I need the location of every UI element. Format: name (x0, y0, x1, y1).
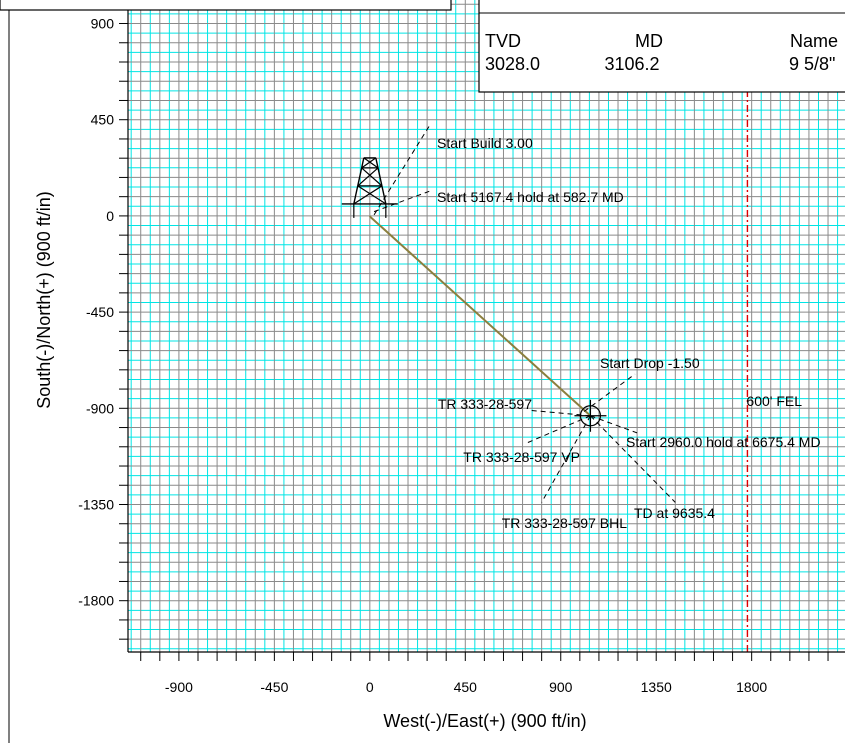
casing-table-cell: 3028.0 (485, 54, 540, 74)
rig-brace (357, 167, 379, 187)
y-tick-label: -1800 (78, 593, 114, 609)
annotation-label: TR 333-28-597 BHL (502, 515, 628, 531)
rig-brace (361, 157, 377, 169)
annotation-label: Start Build 3.00 (437, 135, 533, 151)
y-tick-label: 0 (106, 208, 114, 224)
plot-area (128, 0, 845, 652)
casing-table-frame (478, 0, 845, 93)
rig-brace (361, 167, 383, 187)
y-tick-label: -450 (86, 304, 114, 320)
x-axis-title: West(-)/East(+) (900 ft/in) (383, 711, 586, 731)
x-tick-label: 1800 (736, 679, 767, 695)
y-tick-label: -1350 (78, 496, 114, 512)
rig-brace (353, 185, 383, 205)
symbol-layer (341, 157, 607, 432)
annotation-label: Start 2960.0 hold at 6675.4 MD (626, 434, 821, 450)
casing-table-header: MD (635, 31, 663, 51)
header-panel (0, 0, 452, 11)
well-path-line (368, 215, 592, 417)
annotation-layer: Start Build 3.00 Start 5167.4 hold at 582… (373, 125, 821, 531)
y-tick-label: -900 (86, 400, 114, 416)
casing-table-header: TVD (485, 31, 521, 51)
x-tick-label: 1350 (641, 679, 672, 695)
y-tick-label: 900 (91, 16, 115, 32)
lease-line-label: 600' FEL (746, 393, 802, 409)
annotation-leader (527, 415, 591, 443)
well-path-layer (368, 215, 592, 417)
annotation-leader (590, 415, 676, 503)
annotation-label: TD at 9635.4 (634, 505, 715, 521)
x-tick-label: 0 (366, 679, 374, 695)
casing-table-cell: 9 5/8" (789, 54, 835, 74)
annotation-label: Start Drop -1.50 (600, 355, 700, 371)
y-axis-title: South(-)/North(+) (900 ft/in) (34, 191, 54, 409)
annotation-leader (541, 415, 591, 503)
annotation-leader (373, 190, 430, 213)
x-tick-label: 450 (454, 679, 478, 695)
drilling-rig-icon (341, 157, 398, 218)
axes: -900 -450 0 450 900 1350 1800 900 450 0 -450 -900 -1… (34, 0, 845, 731)
x-tick-label: -450 (260, 679, 288, 695)
annotation-leader (531, 409, 591, 417)
annotation-label: TR 333-28-597 (438, 396, 532, 412)
casing-table-cell: 3106.2 (604, 54, 659, 74)
annotation-leader (583, 373, 636, 412)
casing-table: TVD MD Name 3028.0 3106.2 9 5/8" (478, 0, 845, 93)
annotation-label: TR 333-28-597 VP (463, 449, 580, 465)
annotation-label: Start 5167.4 hold at 582.7 MD (437, 189, 624, 205)
x-tick-label: -900 (165, 679, 193, 695)
x-tick-label: 900 (549, 679, 573, 695)
grid (128, 0, 845, 652)
y-tick-label: 450 (91, 112, 115, 128)
rig-brace (363, 157, 379, 169)
lease-line-layer: 600' FEL (746, 0, 802, 652)
rig-leg (353, 157, 365, 205)
casing-table-header: Name (790, 31, 838, 51)
rig-brace (357, 185, 387, 205)
rig-leg (375, 157, 387, 205)
